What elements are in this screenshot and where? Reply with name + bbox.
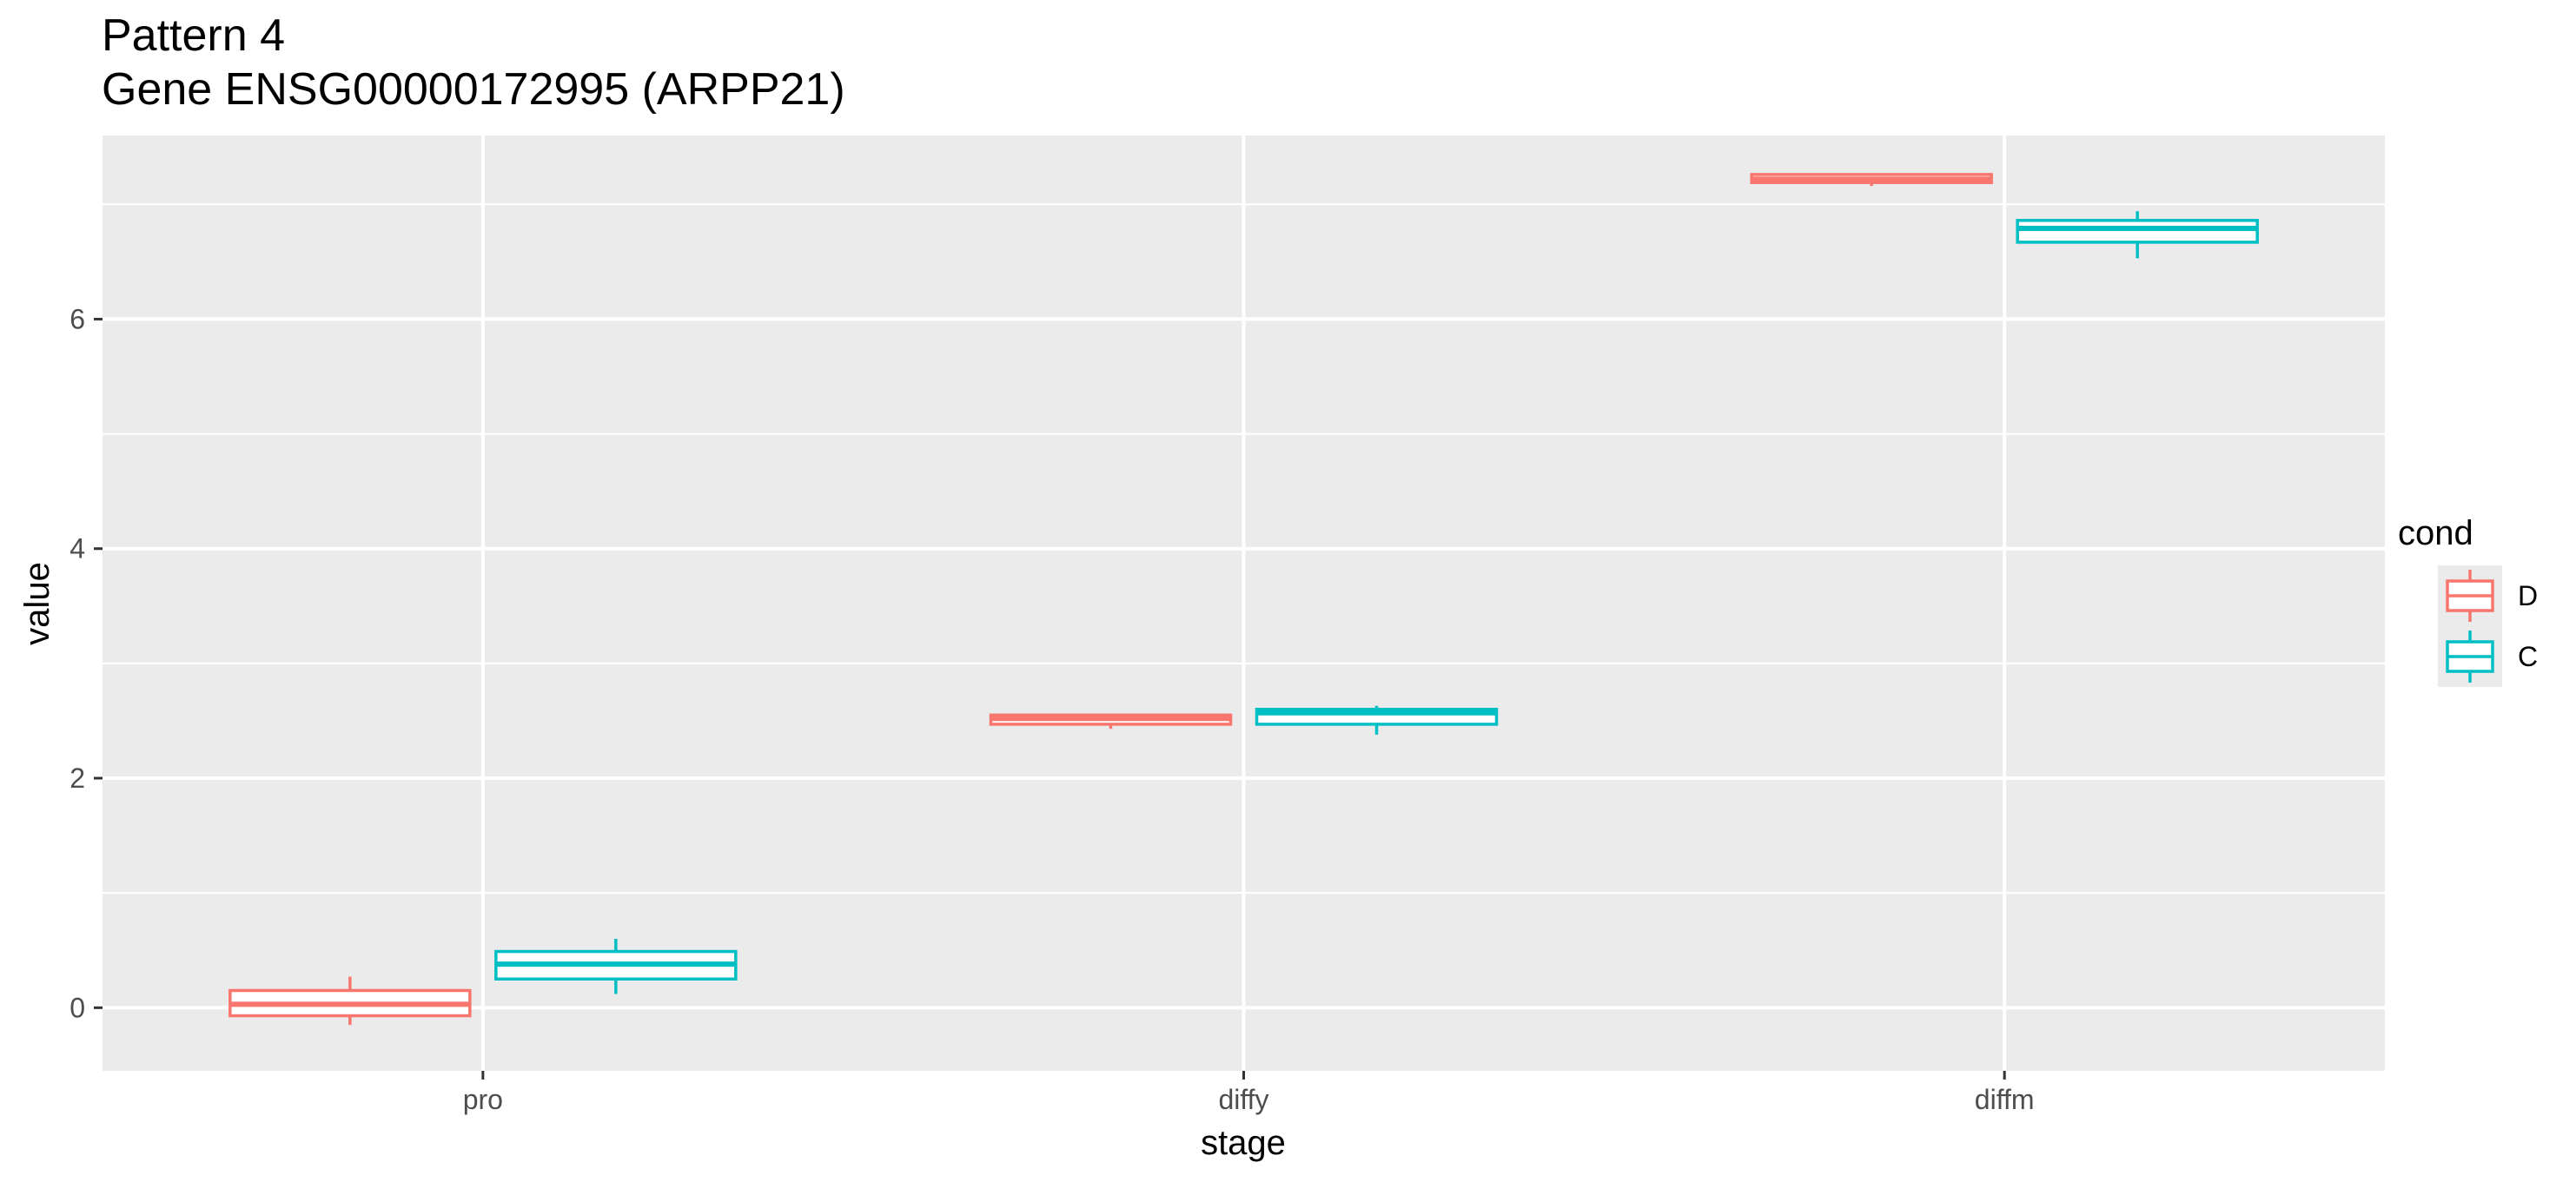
x-axis: pro diffy diffm <box>463 1071 2035 1115</box>
legend-label-C: C <box>2518 641 2538 672</box>
box-D-diffy <box>989 713 1233 730</box>
x-axis-title: stage <box>1201 1124 1286 1162</box>
chart-subtitle: Gene ENSG00000172995 (ARPP21) <box>102 64 845 115</box>
box-C-diffy <box>1255 705 1499 735</box>
legend-title: cond <box>2398 514 2473 552</box>
chart-title: Pattern 4 <box>102 10 285 61</box>
y-tick-label: 4 <box>70 533 85 565</box>
box-C-diffm <box>2016 211 2259 259</box>
y-axis: 0 2 4 6 <box>70 303 103 1023</box>
y-tick-label: 6 <box>70 303 85 334</box>
legend-item-C: C <box>2438 626 2538 687</box>
x-tick-label: diffy <box>1218 1084 1268 1115</box>
y-tick-label: 2 <box>70 763 85 794</box>
legend-label-D: D <box>2518 580 2538 611</box>
grid-lines <box>103 135 2385 1071</box>
legend: cond DC <box>2398 514 2538 687</box>
box-C-pro <box>494 939 738 994</box>
legend-item-D: D <box>2438 565 2538 626</box>
box-iqr <box>2016 219 2259 244</box>
boxes <box>228 173 2259 1026</box>
box-D-diffm <box>1750 173 1993 187</box>
y-tick-label: 0 <box>70 992 85 1023</box>
x-tick-label: pro <box>463 1084 503 1115</box>
x-tick-label: diffm <box>1975 1084 2035 1115</box>
y-axis-title: value <box>18 562 56 645</box>
box-D-pro <box>228 976 472 1026</box>
